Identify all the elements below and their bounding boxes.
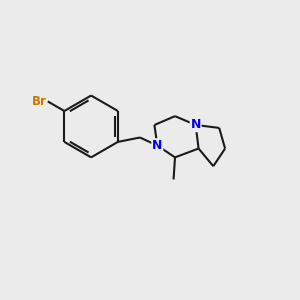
Text: N: N (190, 118, 201, 131)
Text: N: N (152, 139, 163, 152)
Text: N: N (190, 118, 201, 131)
Text: Br: Br (32, 95, 46, 108)
Text: N: N (152, 139, 163, 152)
